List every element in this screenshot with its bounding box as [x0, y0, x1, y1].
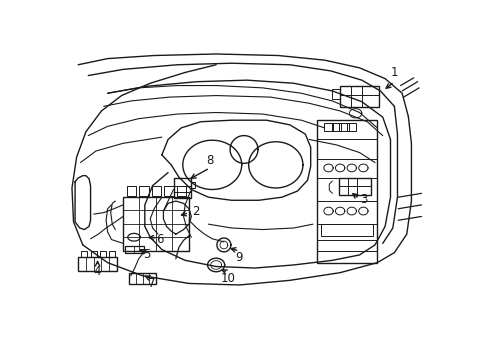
Bar — [123, 197, 189, 251]
Bar — [339, 123, 348, 131]
Bar — [331, 123, 340, 131]
Bar — [124, 246, 144, 253]
Bar — [127, 186, 136, 195]
Bar — [151, 186, 161, 195]
Bar — [320, 224, 373, 236]
Text: 7: 7 — [148, 277, 155, 290]
Bar — [176, 186, 185, 195]
Bar — [340, 86, 378, 107]
Bar — [323, 123, 332, 131]
Bar — [316, 120, 377, 264]
Bar — [173, 178, 190, 198]
Bar — [139, 186, 148, 195]
Bar — [78, 257, 117, 271]
Bar — [129, 273, 156, 284]
Bar — [81, 251, 87, 257]
Text: 3: 3 — [360, 193, 367, 206]
Bar — [346, 123, 356, 131]
Text: 6: 6 — [156, 233, 164, 246]
Bar — [164, 186, 173, 195]
Bar — [90, 251, 97, 257]
Text: 2: 2 — [192, 204, 199, 217]
Text: 4: 4 — [94, 265, 101, 278]
Text: 9: 9 — [235, 251, 243, 264]
Bar — [109, 251, 115, 257]
Text: 5: 5 — [142, 248, 150, 261]
Bar — [338, 178, 370, 195]
Bar — [100, 251, 106, 257]
Text: 8: 8 — [206, 154, 213, 167]
Text: 10: 10 — [220, 271, 235, 284]
Bar — [332, 89, 340, 99]
Bar — [190, 182, 195, 188]
Text: 1: 1 — [390, 66, 397, 79]
